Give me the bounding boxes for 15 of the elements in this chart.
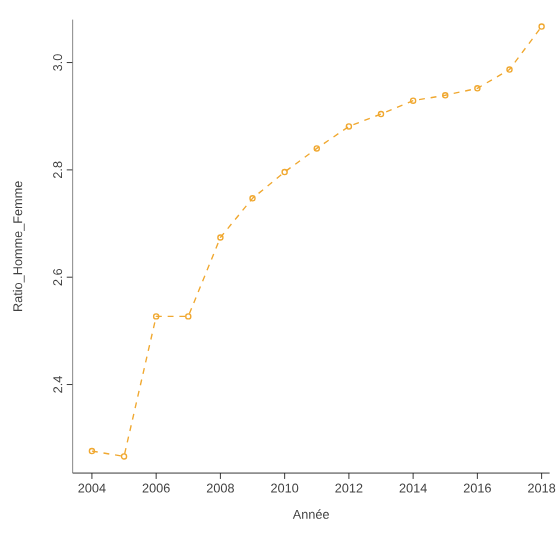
- point: [506, 66, 513, 73]
- point: [249, 195, 256, 202]
- point: [538, 23, 545, 30]
- point: [281, 168, 288, 176]
- point: [313, 145, 320, 152]
- point: [185, 313, 192, 320]
- point: [409, 97, 417, 104]
- point: [345, 123, 353, 130]
- point: [152, 313, 160, 320]
- point: [120, 453, 128, 460]
- point: [442, 92, 449, 99]
- point: [474, 85, 481, 92]
- point: [88, 447, 96, 455]
- point: [377, 110, 385, 118]
- point: [217, 234, 224, 241]
